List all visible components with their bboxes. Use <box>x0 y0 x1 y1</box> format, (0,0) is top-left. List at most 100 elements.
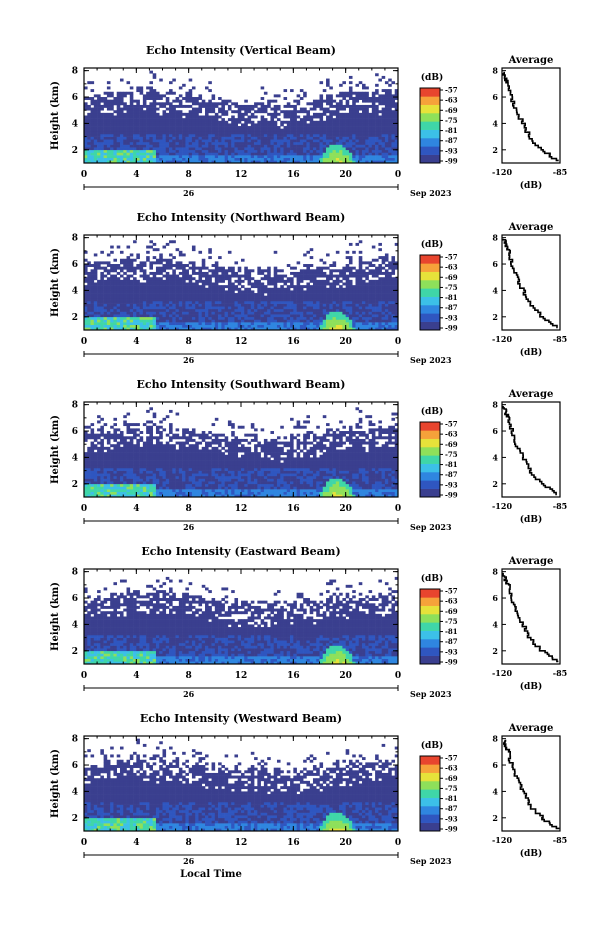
heatmap-cell <box>332 264 337 267</box>
heatmap-cell <box>286 264 291 267</box>
heatmap-cell <box>87 433 91 437</box>
heatmap-cell <box>100 266 104 270</box>
heatmap-cell <box>371 322 376 326</box>
heatmap-cell <box>241 300 245 304</box>
heatmap-cell <box>218 133 222 137</box>
heatmap-cell <box>384 91 389 95</box>
heatmap-cell <box>322 271 327 275</box>
heatmap-cell <box>110 107 114 111</box>
heatmap-cell <box>165 295 170 299</box>
heatmap-cell <box>159 306 163 310</box>
heatmap-cell <box>136 123 140 127</box>
heatmap-cell <box>182 285 186 289</box>
heatmap-cell <box>290 327 294 330</box>
heatmap-cell <box>339 126 343 129</box>
heatmap-cell <box>345 300 350 304</box>
heatmap-cell <box>260 104 265 108</box>
heatmap-cell <box>335 141 340 145</box>
heatmap-cell <box>195 266 199 270</box>
heatmap-cell <box>90 133 95 137</box>
heatmap-cell <box>358 123 363 127</box>
heatmap-cell <box>149 120 153 124</box>
heatmap-cell <box>146 141 150 145</box>
heatmap-cell <box>221 308 225 312</box>
heatmap-cell <box>185 327 189 330</box>
heatmap-cell <box>391 285 396 289</box>
heatmap-cell <box>93 324 98 328</box>
heatmap-cell <box>348 279 353 283</box>
heatmap-cell <box>106 115 111 119</box>
heatmap-cell <box>276 303 281 307</box>
heatmap-cell <box>100 452 104 456</box>
heatmap-cell <box>299 327 304 330</box>
heatmap-cell <box>362 160 366 163</box>
heatmap-cell <box>280 120 284 124</box>
heatmap-cell <box>293 303 297 307</box>
heatmap-cell <box>355 285 360 289</box>
heatmap-cell <box>322 290 327 294</box>
heatmap-cell <box>129 128 134 132</box>
heatmap-cell <box>296 102 301 106</box>
heatmap-cell <box>303 324 307 328</box>
heatmap-cell <box>169 131 173 135</box>
heatmap-cell <box>270 314 275 318</box>
heatmap-cell <box>191 133 196 137</box>
heatmap-cell <box>97 428 101 432</box>
heatmap-cell <box>276 298 281 302</box>
heatmap-cell <box>123 149 127 153</box>
heatmap-cell <box>224 102 229 106</box>
heatmap-cell <box>116 118 121 122</box>
heatmap-cell <box>388 147 392 151</box>
heatmap-cell <box>169 327 173 330</box>
heatmap-cell <box>136 86 140 90</box>
heatmap-cell <box>332 303 337 307</box>
heatmap-cell <box>97 452 101 456</box>
heatmap-cell <box>149 322 153 326</box>
heatmap-cell <box>139 308 144 312</box>
heatmap-cell <box>100 438 104 442</box>
heatmap-cell <box>159 126 163 129</box>
heatmap-cell <box>175 248 180 252</box>
heatmap-cell <box>149 314 153 318</box>
heatmap-cell <box>296 279 301 283</box>
heatmap-cell <box>257 102 261 106</box>
heatmap-cell <box>97 128 101 132</box>
heatmap-cell <box>191 264 196 267</box>
heatmap-cell <box>231 290 235 294</box>
heatmap-cell <box>358 327 363 330</box>
heatmap-cell <box>362 141 366 145</box>
heatmap-cell <box>139 149 144 153</box>
heatmap-cell <box>218 277 222 281</box>
heatmap-cell <box>358 264 363 267</box>
heatmap-cell <box>133 126 137 129</box>
heatmap-cell <box>162 282 167 286</box>
heatmap-cell <box>250 144 255 148</box>
heatmap-cell <box>237 306 242 310</box>
heatmap-cell <box>159 322 163 326</box>
heatmap-cell <box>332 131 337 135</box>
heatmap-cell <box>352 316 356 320</box>
heatmap-cell <box>312 308 317 312</box>
heatmap-cell <box>185 126 189 129</box>
heatmap-cell <box>391 300 396 304</box>
heatmap-cell <box>221 136 225 140</box>
heatmap-cell <box>273 319 278 323</box>
heatmap-cell <box>227 327 232 330</box>
heatmap-cell <box>286 144 291 148</box>
heatmap-cell <box>165 266 170 270</box>
heatmap-cell <box>90 157 95 161</box>
heatmap-cell <box>169 287 173 291</box>
heatmap-cell <box>381 298 386 302</box>
heatmap-cell <box>208 274 212 278</box>
heatmap-cell <box>227 295 232 299</box>
heatmap-cell <box>159 102 163 106</box>
colorbar-tick-label: -81 <box>445 293 458 302</box>
heatmap-cell <box>90 327 95 330</box>
heatmap-cell <box>172 123 176 127</box>
heatmap-cell <box>257 324 261 328</box>
heatmap-cell <box>103 91 108 95</box>
heatmap-cell <box>119 269 124 273</box>
heatmap-cell <box>155 118 160 122</box>
heatmap-cell <box>371 110 376 114</box>
heatmap-cell <box>211 115 216 119</box>
